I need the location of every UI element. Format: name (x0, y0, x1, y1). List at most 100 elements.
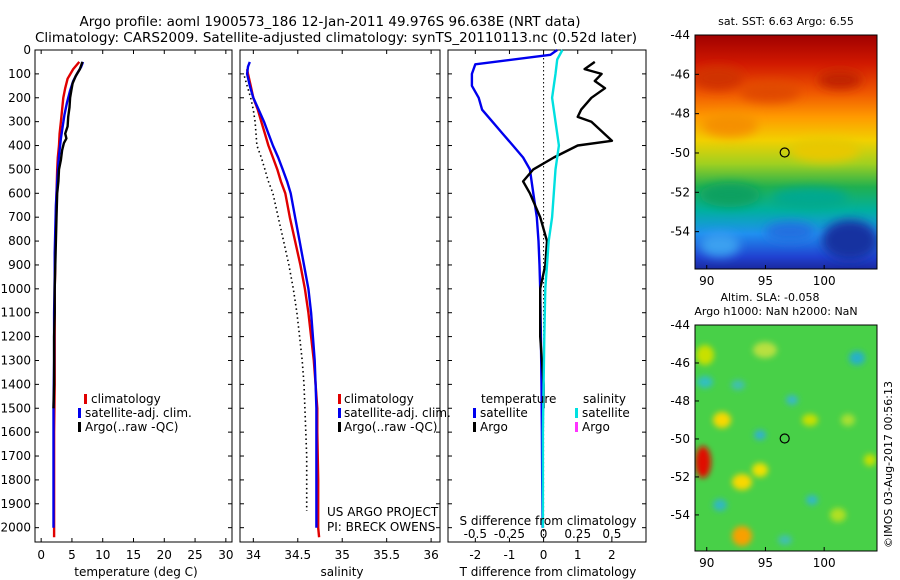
y-tick-label: 800 (8, 234, 31, 248)
series-line-satellite (541, 49, 564, 528)
y-tick-label: 100 (8, 67, 31, 81)
x-tick-label-top: 0.5 (602, 527, 621, 541)
x-tick-label: -1 (503, 548, 515, 562)
series-line-satellite-adj-clim (52, 61, 85, 528)
series-line-argo-raw-qc (52, 61, 84, 409)
sst-map-title: sat. SST: 6.63 Argo: 6.55 (718, 15, 854, 28)
y-tick-label: 300 (8, 115, 31, 129)
sla-map-image (695, 325, 877, 551)
difference-xlabel-top: S difference from climatology (460, 514, 637, 528)
y-tick-label: -44 (670, 318, 690, 332)
legend-swatch-satellite (338, 408, 341, 418)
difference-lines (470, 49, 614, 528)
sla-map-panel: Altim. SLA: -0.058 Argo h1000: NaN h2000… (670, 291, 878, 570)
credit-project: US ARGO PROJECT (327, 505, 439, 519)
y-tick-label: 700 (8, 210, 31, 224)
temperature-panel: 0100200300400500600700800900100011001200… (0, 43, 233, 579)
sst-map-panel: sat. SST: 6.63 Argo: 6.55 90 95 100 -44 -46 -… (670, 15, 878, 288)
x-tick-label: -2 (469, 548, 481, 562)
legend-swatch-s-argo (575, 422, 578, 432)
x-tick-label: 30 (218, 548, 233, 562)
y-tick-label: 1000 (0, 282, 31, 296)
credit-pi: PI: BRECK OWENS (327, 520, 435, 534)
salinity-legend: climatology satellite-adj. clim. Argo(..… (338, 392, 451, 434)
legend-swatch-s-satellite (575, 408, 578, 418)
x-tick-label: 0 (37, 548, 45, 562)
y-tick-label: -46 (670, 356, 690, 370)
legend-argo: Argo(..raw -QC) (85, 420, 178, 434)
sla-map-frame (694, 324, 878, 552)
x-tick-label: 34.5 (284, 548, 311, 562)
difference-xlabel: T difference from climatology (459, 565, 637, 579)
legend-argo: Argo(..raw -QC) (344, 420, 437, 434)
sla-map-title-1: Altim. SLA: -0.058 (720, 291, 819, 304)
legend-satellite: satellite-adj. clim. (344, 406, 451, 420)
y-tick-label: 1900 (0, 497, 31, 511)
legend-swatch-t-satellite (473, 408, 476, 418)
y-tick-label: 500 (8, 162, 31, 176)
x-tick-label: 100 (813, 556, 836, 570)
title-line-1: Argo profile: aoml 1900573_186 12-Jan-20… (79, 14, 580, 30)
x-tick-label-top: -0.5 (464, 527, 487, 541)
x-tick-label: 2 (608, 548, 616, 562)
sst-map-image (695, 35, 877, 269)
y-tick-label: -54 (670, 508, 690, 522)
argo-location-marker (779, 147, 790, 158)
legend-swatch-argo (338, 422, 341, 432)
y-tick-label: 1600 (0, 425, 31, 439)
x-tick-label: 25 (187, 548, 202, 562)
legend-satellite: satellite-adj. clim. (85, 406, 192, 420)
difference-legend: temperature satellite Argo salinity sate… (473, 392, 630, 434)
legend-swatch-argo (78, 422, 81, 432)
temperature-legend: climatology satellite-adj. clim. Argo(..… (78, 392, 192, 434)
legend-swatch-t-argo (473, 422, 476, 432)
y-tick-label: 900 (8, 258, 31, 272)
salinity-lines (243, 61, 321, 538)
legend-t-satellite: satellite (480, 406, 528, 420)
x-tick-label: 90 (699, 274, 714, 288)
argo-location-marker (779, 433, 790, 444)
plot-frame (34, 49, 233, 543)
y-tick-label: -50 (670, 146, 690, 160)
sst-map-axes: 90 95 100 -44 -46 -48 -50 -52 -54 (670, 28, 835, 288)
y-tick-label: 600 (8, 186, 31, 200)
x-tick-label-top: 0.25 (564, 527, 591, 541)
x-tick-label: 95 (758, 274, 773, 288)
salinity-xlabel: salinity (320, 565, 363, 579)
y-tick-label: 0 (23, 43, 31, 57)
salinity-panel: 34 34.5 35 35.5 36 climatology satellite-adj… (239, 49, 451, 579)
legend-s-satellite: satellite (582, 406, 630, 420)
legend-climatology: climatology (344, 392, 414, 406)
legend-swatch-climatology (84, 394, 87, 404)
y-tick-label: 1400 (0, 377, 31, 391)
y-tick-label: 1700 (0, 449, 31, 463)
y-tick-label: -54 (670, 225, 690, 239)
series-line-satellite-adj-clim (245, 61, 318, 528)
y-tick-label: -46 (670, 67, 690, 81)
sst-map-frame (694, 34, 878, 270)
x-tick-label: 20 (157, 548, 172, 562)
legend-s-argo: Argo (582, 420, 610, 434)
temperature-lines (52, 61, 85, 538)
y-tick-label: 200 (8, 91, 31, 105)
x-tick-label: 0 (540, 548, 548, 562)
y-tick-label: -48 (670, 107, 690, 121)
series-line-climatology (52, 61, 81, 538)
x-tick-label: 95 (758, 556, 773, 570)
x-tick-label-top: -0.25 (494, 527, 525, 541)
y-tick-label: -52 (670, 185, 690, 199)
x-tick-label: 90 (699, 556, 714, 570)
y-tick-label: 1100 (0, 306, 31, 320)
y-tick-label: -44 (670, 28, 690, 42)
y-tick-label: -52 (670, 470, 690, 484)
y-tick-label: 1500 (0, 401, 31, 415)
title-line-2: Climatology: CARS2009. Satellite-adjuste… (35, 30, 637, 46)
x-tick-label: 100 (813, 274, 836, 288)
sla-map-axes: 90 95 100 -44 -46 -48 -50 -52 -54 (670, 318, 835, 570)
temperature-axes: 0100200300400500600700800900100011001200… (0, 43, 233, 562)
y-tick-label: 1300 (0, 353, 31, 367)
x-tick-label: 36 (423, 548, 438, 562)
